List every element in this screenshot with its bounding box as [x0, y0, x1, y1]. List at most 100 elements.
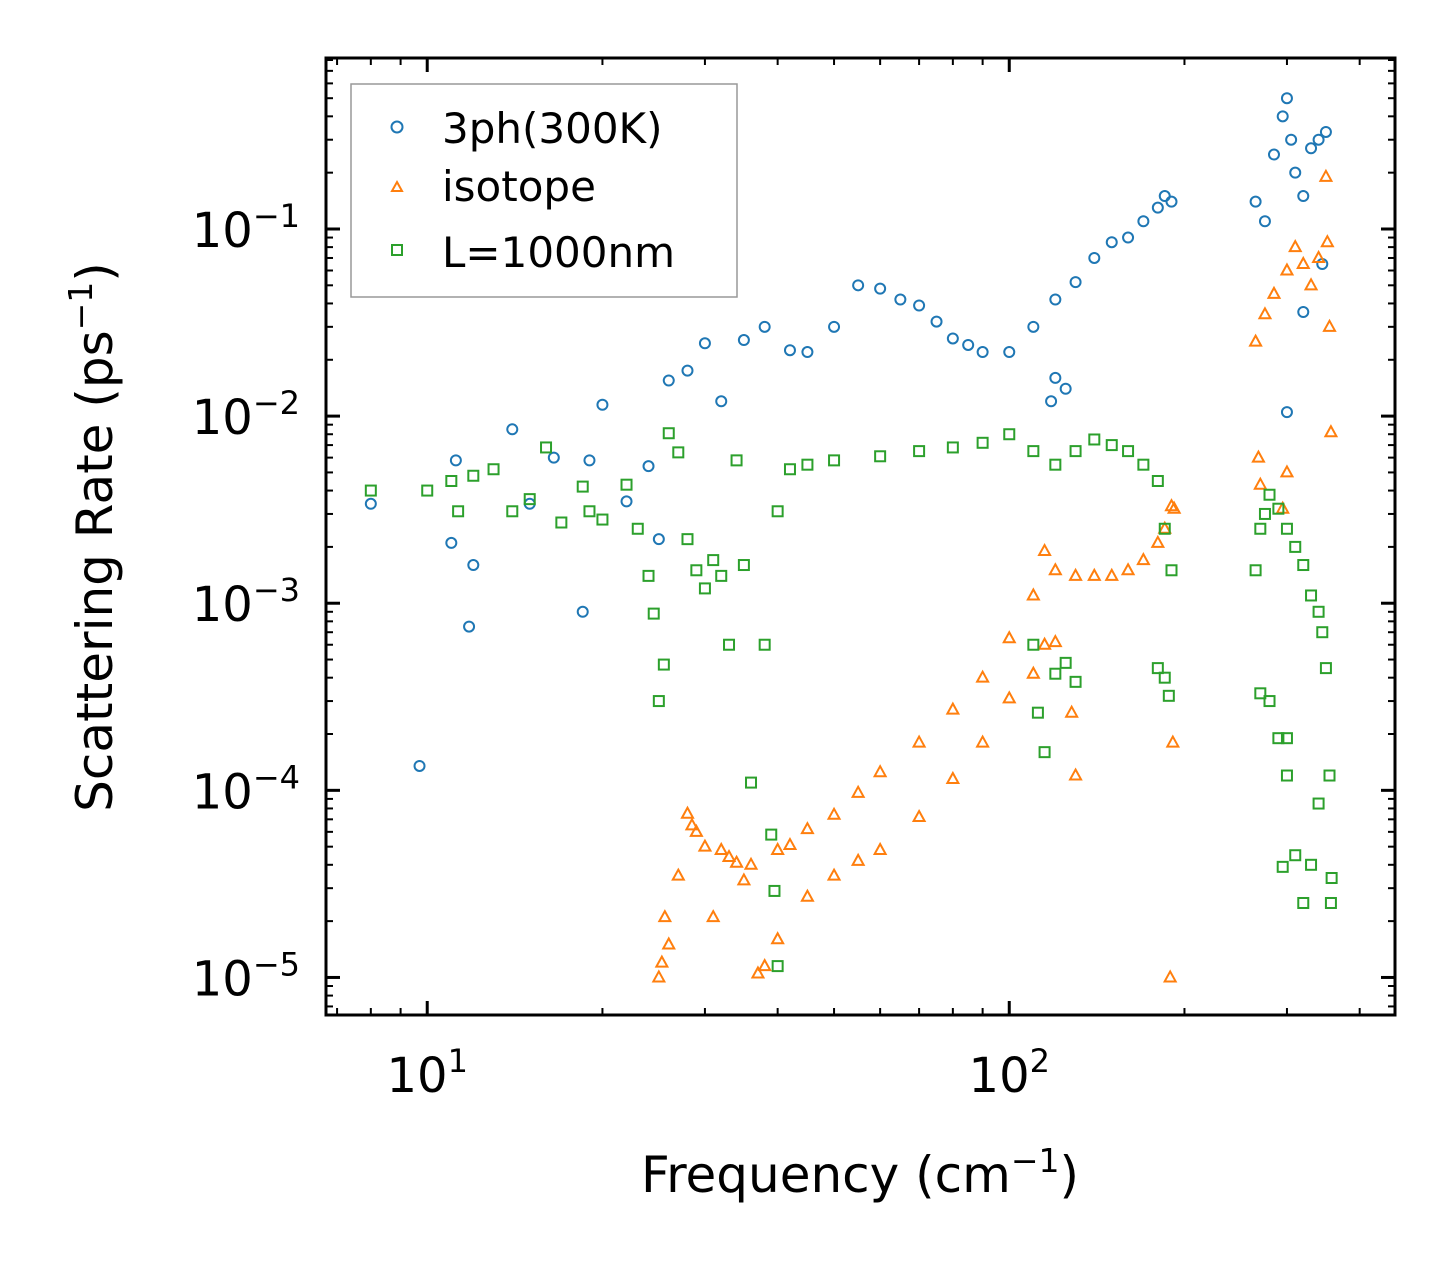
data-point [1045, 395, 1058, 408]
data-point [1297, 559, 1310, 572]
data-point [576, 480, 589, 493]
y-tick-label: 10−5 [192, 945, 300, 1007]
data-point [642, 569, 655, 582]
data-point [576, 605, 589, 618]
data-point [723, 638, 736, 651]
data-point [651, 969, 667, 983]
data-point [1272, 732, 1285, 745]
data-point [765, 828, 778, 841]
data-point [1002, 630, 1017, 644]
data-point [662, 374, 675, 387]
data-point [1254, 522, 1267, 535]
data-point [620, 495, 633, 508]
data-point [715, 569, 728, 582]
data-point [750, 965, 766, 979]
data-point [1280, 522, 1293, 535]
data-point [657, 658, 670, 671]
data-point [698, 337, 711, 350]
data-point [1150, 534, 1166, 548]
series-2-points [364, 427, 1338, 973]
data-point [555, 516, 568, 529]
x-axis-tick-labels: 101 102 [387, 1042, 1050, 1104]
data-point [1151, 201, 1164, 214]
data-point [1324, 896, 1337, 909]
legend-item-boundary: L=1000nm [391, 228, 675, 277]
x-tick-label: 102 [969, 1042, 1050, 1104]
data-point [1288, 239, 1303, 253]
data-point [1266, 285, 1282, 299]
data-point [596, 513, 609, 526]
data-point [1069, 276, 1082, 289]
data-point [800, 888, 815, 902]
data-point [1068, 567, 1083, 581]
y-axis-tick-labels: 10−1 10−2 10−3 10−4 10−5 [192, 197, 300, 1007]
data-point [662, 427, 675, 440]
data-point [1027, 445, 1040, 458]
data-point [783, 344, 796, 357]
data-point [874, 282, 887, 295]
legend-label-3ph: 3ph(300K) [442, 104, 662, 153]
data-point [1289, 166, 1302, 179]
data-point [1162, 969, 1178, 983]
data-point [1319, 662, 1332, 675]
data-point [852, 279, 865, 292]
data-point [1319, 125, 1332, 138]
data-point [681, 533, 694, 546]
data-point [690, 564, 703, 577]
data-point [1280, 732, 1293, 745]
data-point [1137, 458, 1150, 471]
data-point [946, 441, 959, 454]
data-point [1049, 293, 1062, 306]
data-point [1305, 589, 1318, 602]
data-point [445, 474, 458, 487]
data-point [1165, 564, 1178, 577]
data-point [714, 841, 729, 855]
legend-marker-square [391, 244, 403, 256]
data-point [1048, 562, 1063, 576]
data-points [364, 92, 1339, 983]
data-point [1263, 695, 1276, 708]
data-point [1120, 562, 1136, 576]
data-point [1026, 587, 1041, 601]
data-point [1285, 133, 1298, 146]
data-point [1312, 605, 1325, 618]
data-point [684, 817, 700, 831]
x-tick-label: 101 [387, 1042, 468, 1104]
data-point [1069, 445, 1082, 458]
data-point [487, 463, 500, 476]
data-point [596, 398, 609, 411]
data-point [1305, 142, 1318, 155]
data-point [523, 493, 536, 506]
plot-area-frame [324, 56, 1397, 1017]
data-point [652, 533, 665, 546]
data-point [1137, 215, 1150, 228]
data-point [1325, 872, 1338, 885]
data-point [737, 559, 750, 572]
data-point [783, 463, 796, 476]
data-point [642, 460, 655, 473]
data-point [1249, 195, 1262, 208]
data-point [770, 841, 785, 855]
data-point [743, 856, 759, 870]
data-point [1049, 371, 1062, 384]
data-point [1003, 346, 1016, 359]
data-point [652, 695, 665, 708]
data-point [1105, 439, 1118, 452]
data-point [911, 808, 927, 823]
data-point [930, 315, 943, 328]
data-point [1105, 236, 1118, 249]
data-point [730, 454, 743, 467]
data-point [721, 848, 737, 863]
data-point [1059, 656, 1072, 669]
data-point [452, 505, 465, 518]
data-point [364, 497, 377, 510]
data-point [745, 776, 758, 789]
data-point [506, 423, 519, 436]
series-0-points [364, 92, 1332, 772]
data-point [1087, 567, 1102, 581]
data-point [826, 867, 842, 881]
data-point [1162, 689, 1175, 702]
data-point [421, 484, 434, 497]
data-point [975, 669, 990, 683]
